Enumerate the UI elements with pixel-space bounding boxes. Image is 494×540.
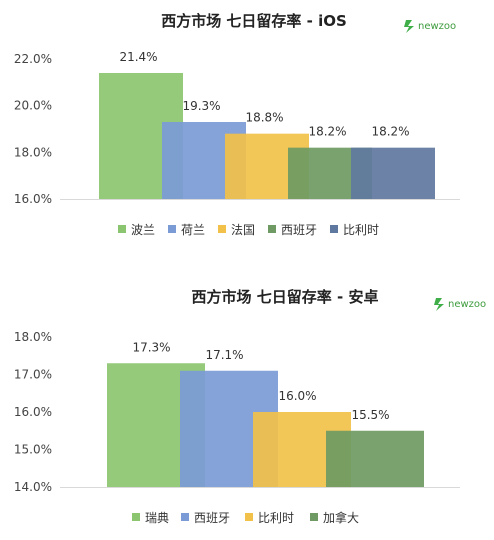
legend-swatch [132,513,140,521]
data-label: 17.1% [205,348,243,362]
legend-label: 西班牙 [194,511,230,525]
bar-5 [351,147,435,199]
data-label: 18.2% [308,125,346,139]
chart-title: 西方市场 七日留存率 - 安卓 [192,288,379,306]
data-label: 19.3% [182,99,220,113]
legend-label: 法国 [231,223,255,237]
y-tick-label: 17.0% [14,368,52,382]
data-label: 18.2% [371,125,409,139]
legend-label: 波兰 [131,223,155,237]
legend-swatch [118,225,126,233]
legend-label: 比利时 [258,511,294,525]
newzoo-logo-text: newzoo [418,21,456,32]
data-label: 16.0% [278,389,316,403]
bar-4 [326,430,424,487]
data-label: 18.8% [245,111,283,125]
y-tick-label: 14.0% [14,480,52,494]
y-tick-label: 22.0% [14,52,52,66]
legend-label: 加拿大 [323,510,359,525]
y-tick-label: 18.0% [14,330,52,344]
y-tick-label: 16.0% [14,192,52,206]
y-tick-label: 16.0% [14,405,52,419]
legend-swatch [268,225,276,233]
data-label: 15.5% [351,408,389,422]
newzoo-logo-icon [434,298,444,311]
y-tick-label: 20.0% [14,99,52,113]
newzoo-logo: newzoo [404,20,456,33]
legend-swatch [168,225,176,233]
newzoo-logo: newzoo [434,298,486,311]
legend-swatch [330,225,338,233]
legend-label: 比利时 [343,223,379,237]
data-label: 17.3% [132,340,170,354]
legend-label: 西班牙 [281,223,317,237]
legend-swatch [181,513,189,521]
legend-label: 荷兰 [181,223,205,237]
legend-swatch [218,225,226,233]
newzoo-logo-text: newzoo [448,299,486,310]
data-label: 21.4% [119,50,157,64]
chart-title: 西方市场 七日留存率 - iOS [161,12,347,30]
legend-swatch [310,513,318,521]
chart-2: 西方市场 七日留存率 - 安卓 newzoo 18.0% 17.0% 16.0% 15.0… [14,288,486,525]
chart-1: 西方市场 七日留存率 - iOS newzoo 22.0% 20.0% 18.0% 16.… [14,12,460,237]
y-tick-label: 15.0% [14,443,52,457]
y-tick-label: 18.0% [14,145,52,159]
legend-swatch [245,513,253,521]
newzoo-logo-icon [404,20,414,33]
legend-label: 瑞典 [145,511,169,525]
